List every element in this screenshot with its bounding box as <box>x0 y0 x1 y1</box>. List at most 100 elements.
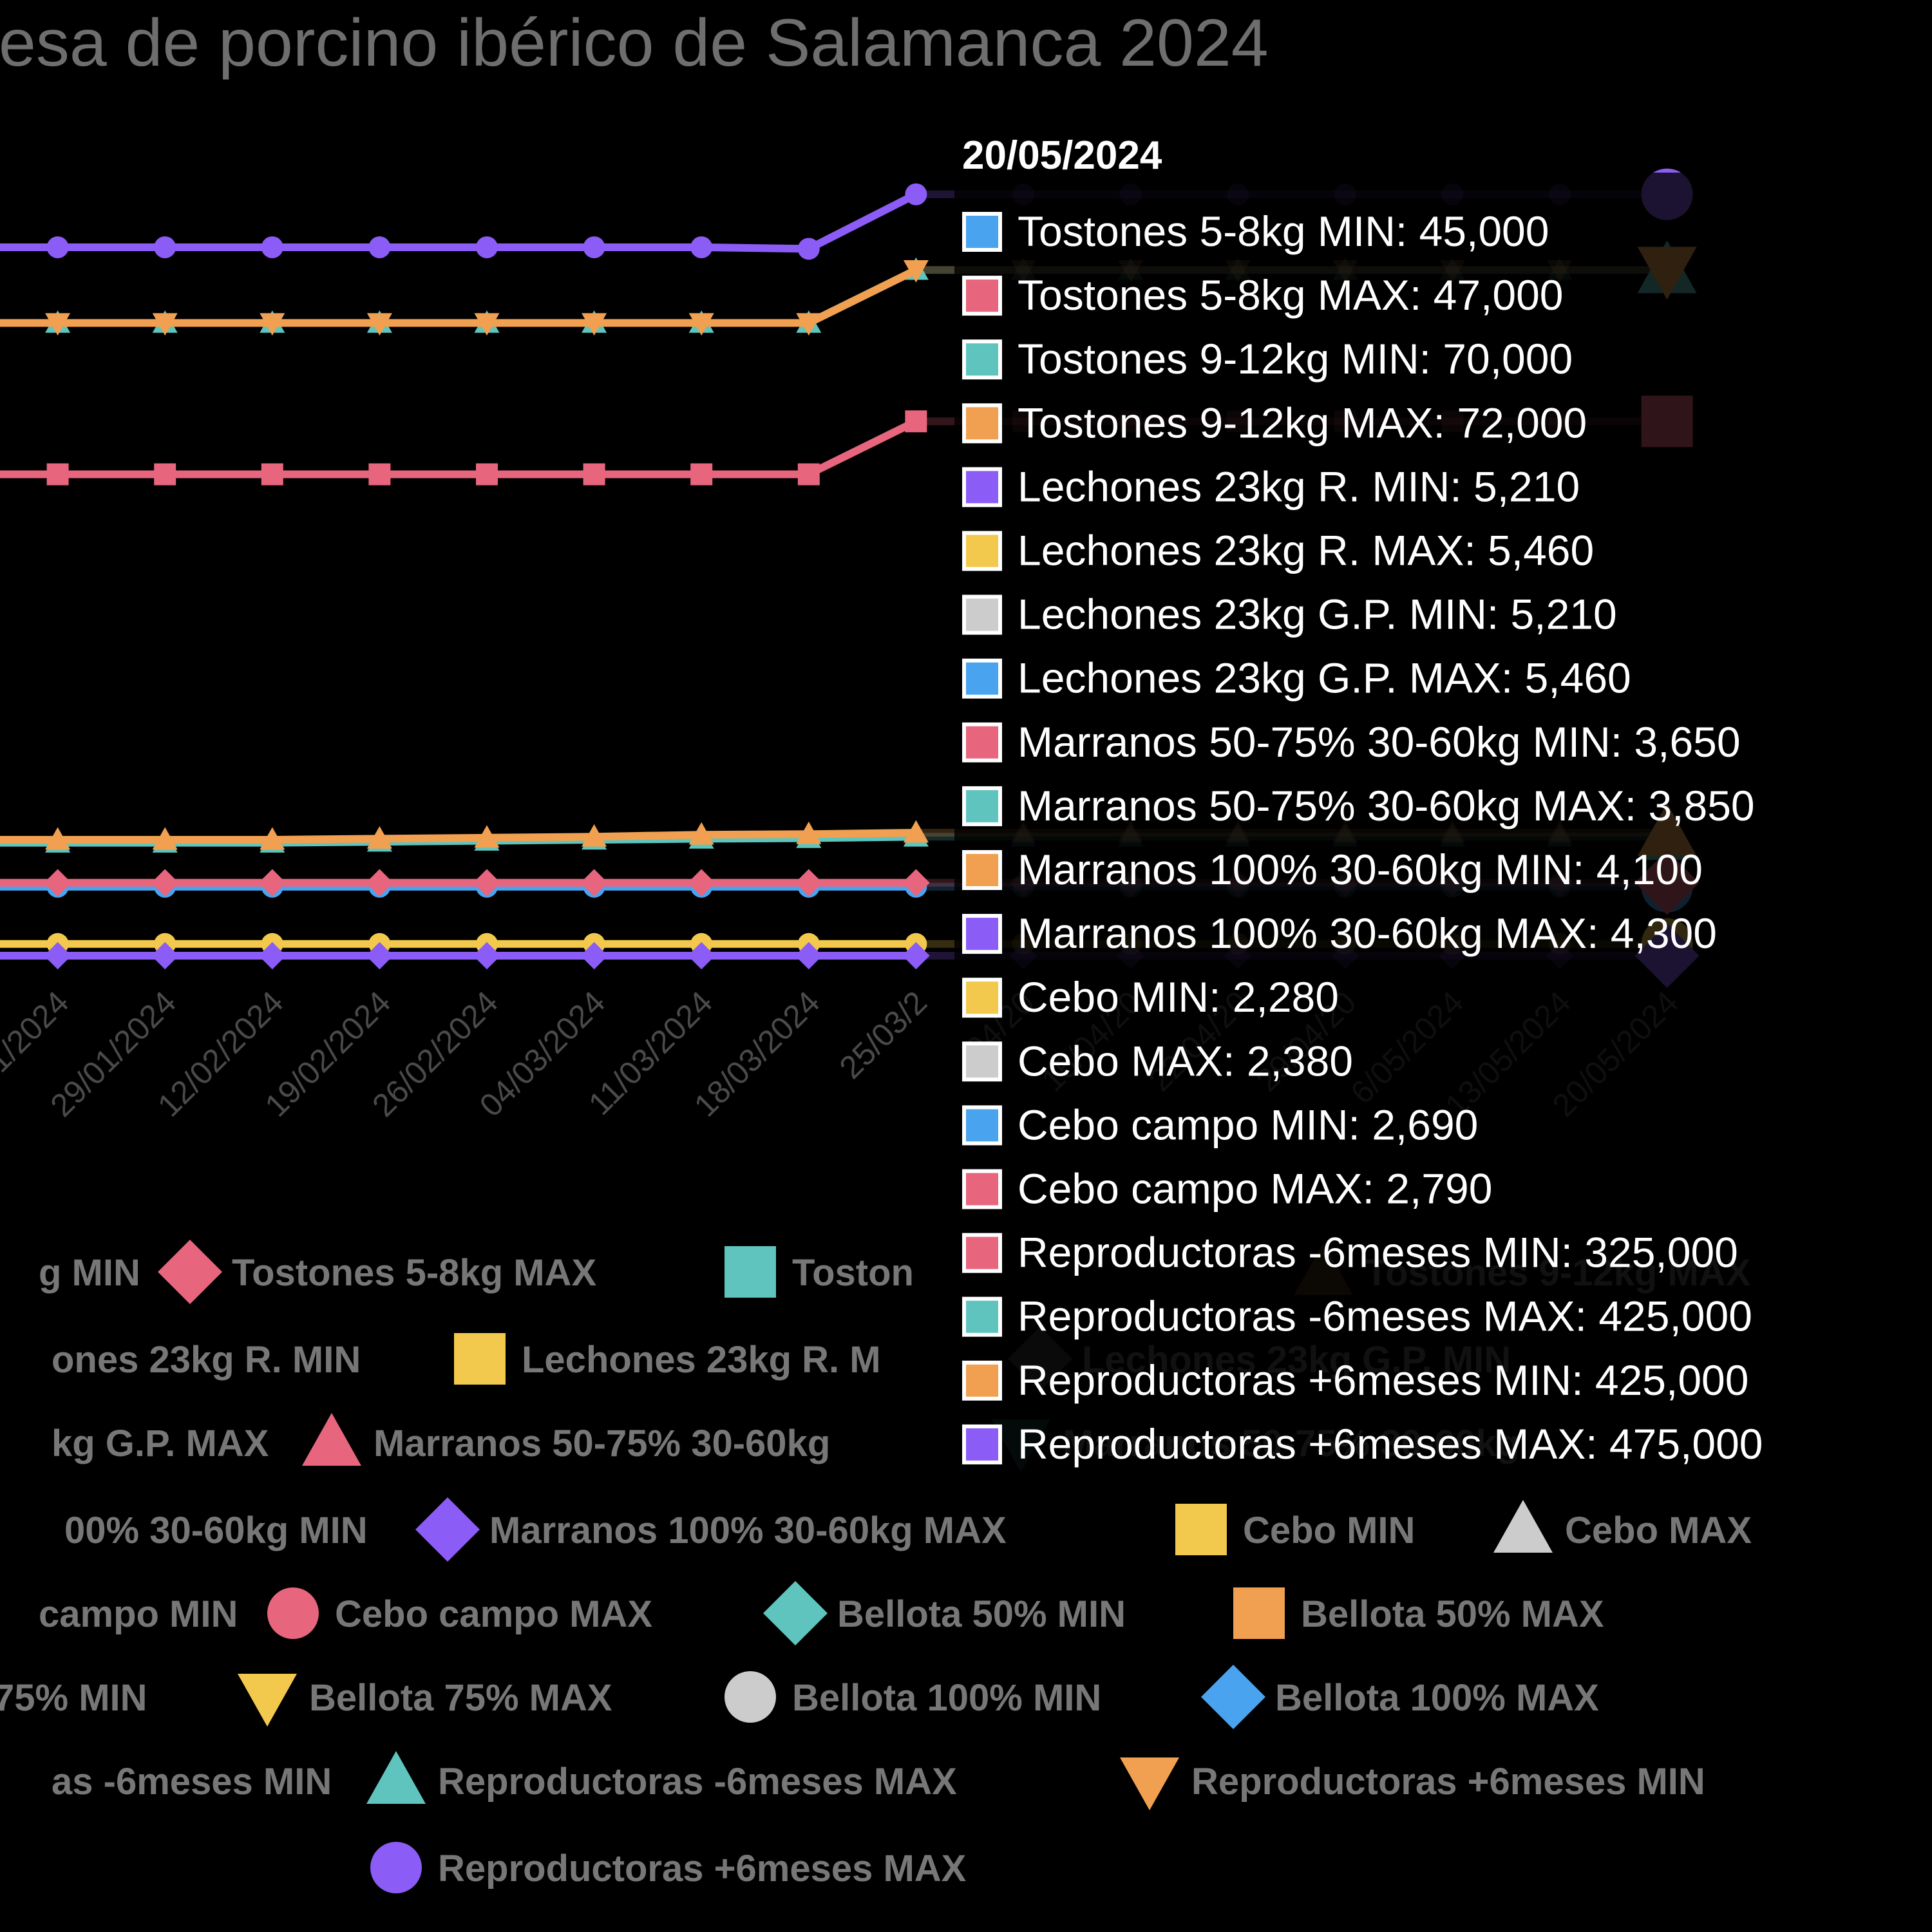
legend-item[interactable]: Cebo campo MAX <box>267 1587 652 1639</box>
legend-item[interactable]: ones 23kg R. MIN <box>52 1339 361 1381</box>
legend-item[interactable]: Cebo MAX <box>1493 1500 1752 1553</box>
series-point <box>46 463 69 486</box>
legend-item[interactable]: Bellota 75% MAX <box>238 1674 612 1727</box>
tooltip-label: Reproductoras -6meses MAX: 425,000 <box>1018 1293 1752 1340</box>
tooltip-label: Cebo campo MIN: 2,690 <box>1018 1101 1478 1148</box>
tooltip-swatch <box>966 918 998 951</box>
legend-item[interactable]: Cebo MIN <box>1175 1504 1415 1555</box>
series-point <box>903 260 929 283</box>
tooltip-label: Reproductoras -6meses MIN: 325,000 <box>1018 1229 1738 1276</box>
tooltip-swatch <box>966 407 998 440</box>
legend-label: Cebo MAX <box>1565 1510 1752 1551</box>
legend-item[interactable]: 00% 30-60kg MIN <box>64 1510 368 1551</box>
tooltip-label: Reproductoras +6meses MAX: 475,000 <box>1018 1420 1763 1468</box>
legend-item[interactable]: Marranos 100% 30-60kg MAX <box>415 1497 1007 1562</box>
legend-label: Reproductoras -6meses MAX <box>438 1761 957 1803</box>
tooltip-label: Tostones 5-8kg MAX: 47,000 <box>1018 271 1564 319</box>
tooltip-row: Cebo MAX: 2,380 <box>962 1037 1353 1084</box>
series-point <box>476 463 498 486</box>
tooltip-swatch <box>966 1045 998 1078</box>
legend-item[interactable]: 75% MIN <box>0 1677 147 1719</box>
series-point <box>797 238 820 260</box>
legend-label: Reproductoras +6meses MAX <box>438 1848 967 1889</box>
tooltip-label: Lechones 23kg G.P. MAX: 5,460 <box>1018 654 1631 702</box>
tooltip-swatch <box>966 1173 998 1206</box>
tooltip-row: Cebo campo MIN: 2,690 <box>962 1101 1478 1148</box>
series-point <box>476 236 498 258</box>
series-point <box>582 313 607 336</box>
series-point <box>152 313 178 336</box>
legend-item[interactable]: kg G.P. MAX <box>52 1423 269 1464</box>
legend-item[interactable]: campo MIN <box>39 1593 238 1635</box>
tooltip-row: Reproductoras -6meses MIN: 325,000 <box>962 1229 1738 1276</box>
series-point <box>795 869 823 896</box>
circle-legend-icon <box>370 1842 422 1893</box>
series-point <box>687 869 715 896</box>
series-point <box>368 463 391 486</box>
tooltip-swatch <box>966 343 998 376</box>
series-point <box>44 869 71 896</box>
tooltip-label: Lechones 23kg R. MIN: 5,210 <box>1018 462 1580 510</box>
series-point <box>688 822 714 845</box>
tooltip-label: Tostones 5-8kg MIN: 45,000 <box>1018 207 1549 255</box>
series-point <box>151 869 179 896</box>
legend-label: Bellota 50% MAX <box>1301 1593 1604 1635</box>
legend-label: Marranos 50-75% 30-60kg <box>374 1423 830 1464</box>
tooltip-swatch <box>966 1109 998 1142</box>
circle-legend-icon <box>267 1587 319 1639</box>
legend-item[interactable]: Bellota 100% MIN <box>724 1671 1101 1723</box>
series-point <box>260 313 285 336</box>
legend-item[interactable]: g MIN <box>39 1252 140 1294</box>
legend-item[interactable]: Marranos 50-75% 30-60kg <box>302 1413 830 1466</box>
legend-label: Bellota 75% MAX <box>309 1677 612 1719</box>
tooltip-swatch <box>966 598 998 631</box>
legend-item[interactable]: Reproductoras +6meses MIN <box>1120 1757 1705 1810</box>
legend-item[interactable]: Reproductoras -6meses MAX <box>366 1751 957 1804</box>
legend-item[interactable]: Bellota 50% MIN <box>763 1581 1126 1645</box>
tooltip-label: Marranos 100% 30-60kg MIN: 4,100 <box>1018 846 1703 893</box>
tooltip-swatch <box>966 1364 998 1397</box>
series-point <box>795 942 823 970</box>
tooltip-swatch <box>966 662 998 695</box>
tooltip-swatch <box>966 726 998 759</box>
legend-label: Cebo MIN <box>1243 1510 1415 1551</box>
series-point <box>687 942 715 970</box>
series-point <box>902 869 930 896</box>
series-line <box>0 829 916 844</box>
tooltip-row: Marranos 100% 30-60kg MAX: 4,300 <box>962 909 1717 957</box>
legend-item[interactable]: Bellota 100% MAX <box>1201 1665 1599 1729</box>
legend-item[interactable]: Lechones 23kg R. M <box>454 1333 881 1385</box>
legend-item[interactable]: Reproductoras +6meses MAX <box>370 1842 967 1893</box>
series-point <box>474 313 500 336</box>
legend-item[interactable]: Tostones 5-8kg MAX <box>158 1240 596 1304</box>
legend-item[interactable]: as -6meses MIN <box>52 1761 332 1803</box>
legend-label: Bellota 50% MIN <box>837 1593 1126 1635</box>
triangle-down-legend-icon <box>238 1674 297 1727</box>
tooltip-swatch <box>966 790 998 822</box>
diamond-legend-icon <box>1201 1665 1265 1729</box>
legend-label: Lechones 23kg R. M <box>522 1339 881 1381</box>
series-point <box>258 942 287 970</box>
x-tick-label: 25/03/2 <box>833 984 934 1086</box>
series-point <box>258 869 287 896</box>
tooltip-row: Marranos 50-75% 30-60kg MIN: 3,650 <box>962 718 1741 766</box>
tooltip-swatch <box>966 1300 998 1333</box>
legend-label: Bellota 100% MAX <box>1275 1677 1599 1719</box>
tooltip-label: Tostones 9-12kg MIN: 70,000 <box>1018 335 1573 383</box>
series-point <box>905 410 927 433</box>
tooltip-background <box>954 173 1837 1473</box>
tooltip-row: Cebo campo MAX: 2,790 <box>962 1165 1492 1213</box>
legend-item[interactable]: Bellota 50% MAX <box>1233 1587 1604 1639</box>
diamond-legend-icon <box>763 1581 828 1645</box>
tooltip-row: Marranos 100% 30-60kg MIN: 4,100 <box>962 846 1703 893</box>
tooltip-swatch <box>966 535 998 567</box>
tooltip-label: Lechones 23kg R. MAX: 5,460 <box>1018 527 1594 574</box>
series-point <box>474 825 500 848</box>
chart-title: esa de porcino ibérico de Salamanca 2024 <box>0 6 1269 80</box>
series-point <box>260 827 285 850</box>
tooltip-row: Marranos 50-75% 30-60kg MAX: 3,850 <box>962 782 1755 829</box>
legend-item[interactable]: Toston <box>724 1246 914 1298</box>
legend-label: 00% 30-60kg MIN <box>64 1510 368 1551</box>
tooltip-label: Lechones 23kg G.P. MIN: 5,210 <box>1018 591 1617 638</box>
